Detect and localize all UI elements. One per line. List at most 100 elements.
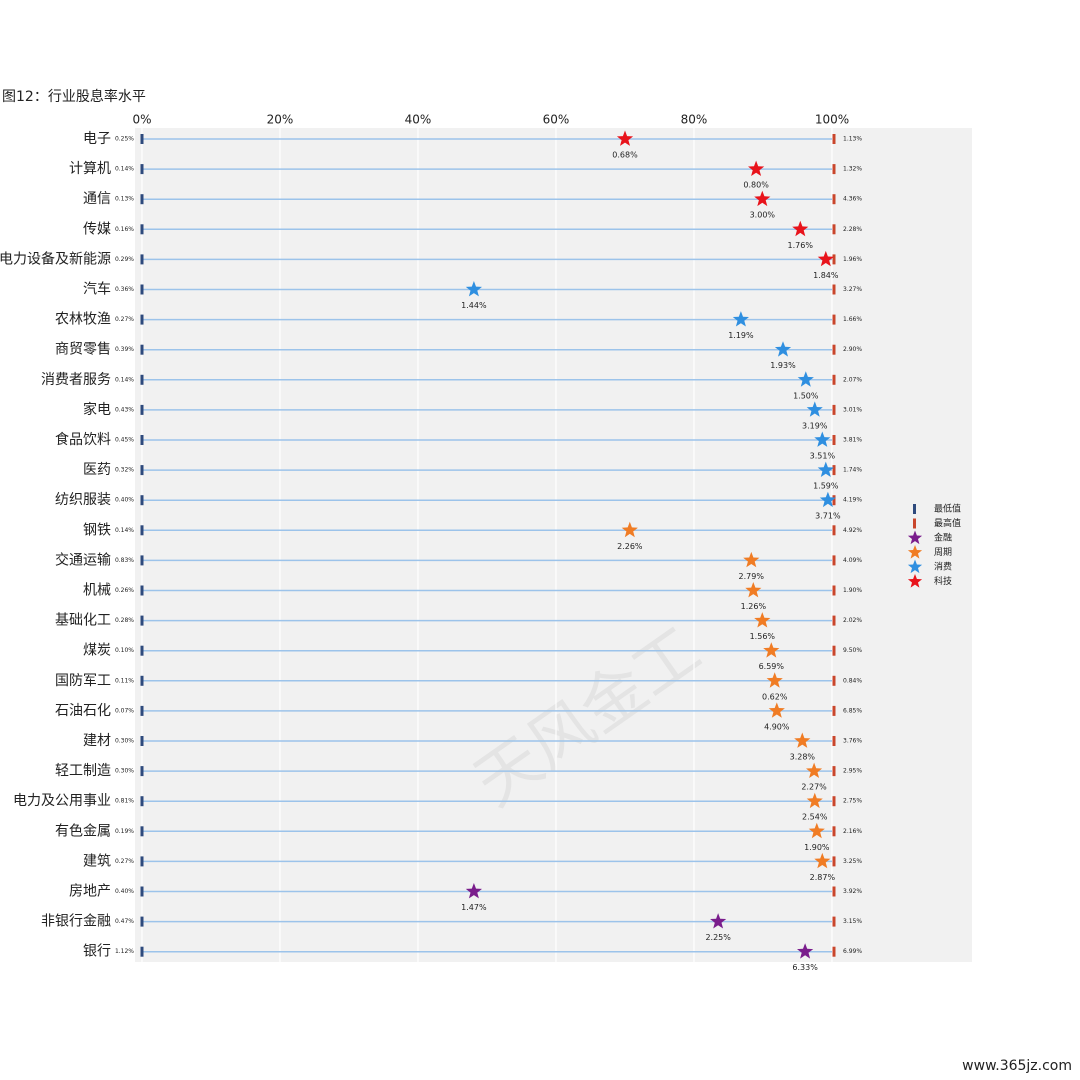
- star-label: 6.33%: [792, 963, 818, 972]
- max-tick: [832, 916, 836, 927]
- star-label: 3.00%: [750, 211, 776, 220]
- min-tick: [140, 254, 144, 265]
- min-label: 0.40%: [115, 888, 134, 895]
- max-tick: [832, 404, 836, 415]
- star-label: 2.25%: [705, 933, 731, 942]
- star-marker: [754, 612, 771, 628]
- star-marker: [763, 642, 780, 658]
- min-tick: [140, 465, 144, 476]
- max-tick: [832, 525, 836, 536]
- star-marker: [754, 190, 771, 207]
- category-label: 食品饮料: [55, 431, 111, 448]
- star-marker: [806, 762, 823, 778]
- max-tick: [832, 344, 836, 355]
- min-tick: [140, 705, 144, 716]
- max-label: 1.74%: [843, 467, 862, 474]
- legend-swatch: [913, 504, 916, 514]
- category-label: 计算机: [69, 161, 111, 177]
- max-tick: [832, 946, 836, 957]
- plot-background: [135, 128, 972, 962]
- min-tick: [140, 314, 144, 325]
- star-marker: [616, 130, 634, 146]
- category-label: 消费者服务: [41, 372, 111, 388]
- min-tick: [140, 675, 144, 686]
- category-label: 机械: [83, 583, 111, 599]
- max-label: 3.25%: [843, 858, 862, 865]
- star-label: 1.44%: [461, 301, 487, 310]
- star-marker: [774, 341, 792, 357]
- category-label: 房地产: [69, 884, 111, 900]
- min-label: 0.27%: [115, 316, 134, 323]
- min-tick: [140, 585, 144, 596]
- max-label: 2.28%: [843, 226, 862, 233]
- max-label: 3.15%: [843, 918, 862, 925]
- category-label: 汽车: [83, 281, 111, 298]
- max-tick: [832, 555, 836, 566]
- category-label: 有色金属: [55, 822, 111, 839]
- min-tick: [140, 134, 144, 144]
- max-label: 2.95%: [843, 768, 862, 775]
- category-label: 银行: [83, 944, 111, 960]
- max-tick: [832, 645, 836, 656]
- star-label: 0.68%: [612, 151, 638, 160]
- star-marker: [745, 582, 762, 598]
- min-tick: [140, 495, 144, 506]
- category-label: 轻工制造: [55, 763, 111, 779]
- star-marker: [732, 311, 749, 327]
- category-label: 传媒: [83, 221, 111, 237]
- max-label: 0.84%: [843, 677, 862, 684]
- legend-swatch: [907, 545, 923, 559]
- max-label: 6.99%: [843, 948, 862, 955]
- min-tick: [140, 344, 144, 355]
- star-label: 1.50%: [793, 391, 819, 400]
- star-marker: [814, 852, 831, 869]
- x-tick-label: 20%: [267, 113, 294, 127]
- category-label: 通信: [83, 191, 111, 207]
- min-label: 0.43%: [115, 406, 134, 413]
- category-label: 纺织服装: [55, 492, 111, 508]
- min-label: 0.28%: [115, 617, 134, 624]
- max-label: 3.27%: [843, 286, 862, 293]
- star-label: 1.19%: [728, 331, 754, 340]
- min-tick: [140, 404, 144, 415]
- min-tick: [140, 796, 144, 807]
- min-tick: [140, 916, 144, 927]
- min-tick: [140, 736, 144, 746]
- legend-swatch: [907, 574, 923, 588]
- max-tick: [832, 465, 836, 476]
- min-tick: [140, 826, 144, 837]
- max-tick: [832, 675, 836, 686]
- star-marker: [797, 371, 814, 387]
- category-label: 基础化工: [55, 612, 111, 629]
- min-tick: [140, 194, 144, 205]
- max-tick: [832, 134, 836, 144]
- max-label: 3.01%: [843, 406, 862, 413]
- max-label: 1.66%: [843, 316, 862, 323]
- min-tick: [140, 435, 144, 445]
- star-marker: [814, 431, 831, 447]
- min-label: 0.83%: [115, 557, 134, 564]
- star-marker: [794, 732, 811, 748]
- star-label: 1.47%: [461, 903, 487, 912]
- min-label: 0.25%: [115, 136, 134, 143]
- star-label: 0.62%: [762, 692, 788, 701]
- max-label: 1.13%: [843, 136, 862, 143]
- max-label: 3.92%: [843, 888, 862, 895]
- legend-label: 金融: [934, 532, 952, 544]
- min-label: 1.12%: [115, 948, 134, 955]
- legend-label: 消费: [934, 561, 952, 573]
- min-tick: [140, 525, 144, 536]
- min-label: 0.29%: [115, 256, 134, 263]
- min-label: 0.14%: [115, 527, 134, 534]
- min-tick: [140, 615, 144, 626]
- category-label: 电子: [83, 131, 111, 147]
- star-label: 1.84%: [813, 271, 839, 280]
- min-label: 0.81%: [115, 798, 134, 805]
- max-tick: [832, 796, 836, 807]
- legend-swatch: [913, 518, 916, 529]
- star-marker: [743, 551, 760, 568]
- legend-label: 最高值: [934, 517, 961, 529]
- category-label: 交通运输: [55, 551, 111, 568]
- min-tick: [140, 374, 144, 385]
- max-label: 4.09%: [843, 557, 862, 564]
